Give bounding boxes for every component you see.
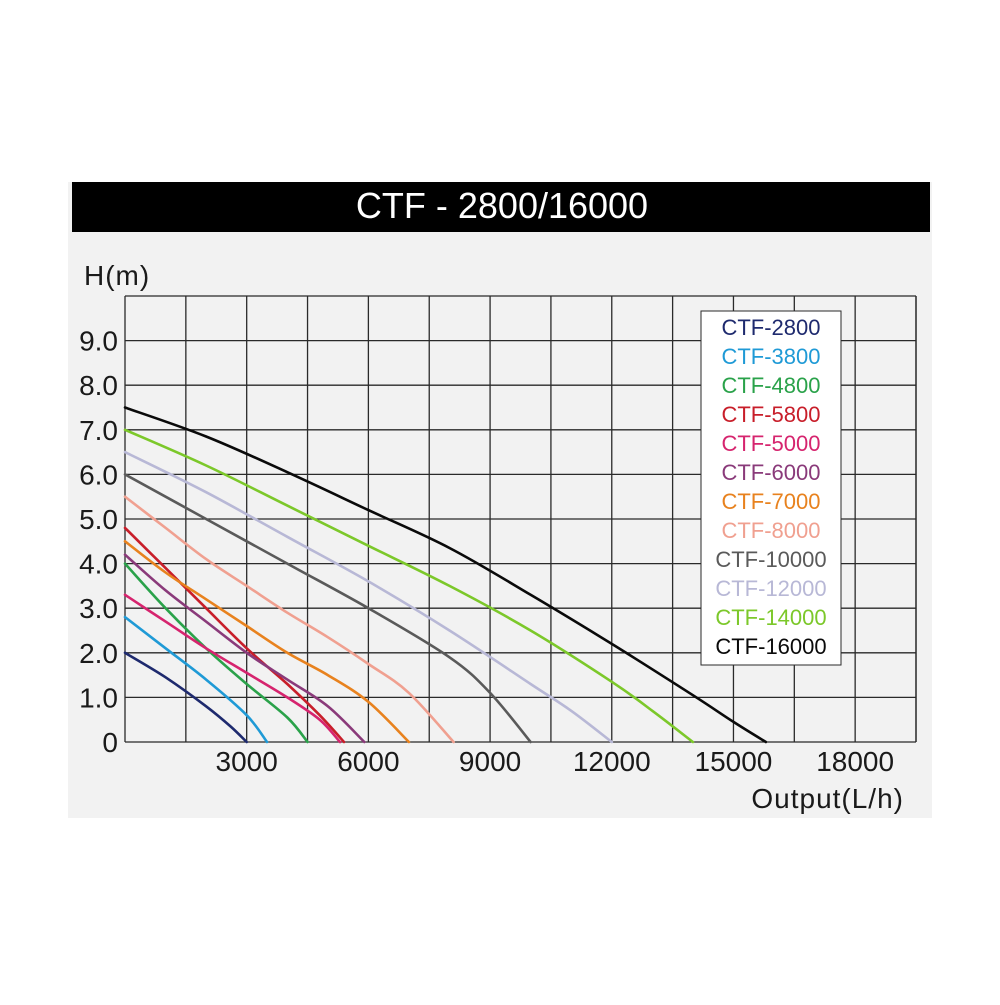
chart-title: CTF - 2800/16000 (356, 185, 648, 226)
series-line-ctf-5000 (123, 593, 342, 744)
y-tick-label: 2.0 (79, 638, 118, 669)
y-tick-label: 7.0 (79, 415, 118, 446)
x-axis-title: Output(L/h) (751, 783, 904, 814)
series-line-ctf-14000 (123, 428, 695, 744)
y-tick-label: 5.0 (79, 504, 118, 535)
legend-entry-ctf-3800: CTF-3800 (721, 344, 820, 369)
legend-entry-ctf-10000: CTF-10000 (715, 547, 826, 572)
y-tick-label: 8.0 (79, 370, 118, 401)
series-line-ctf-5800 (123, 526, 346, 744)
legend-entry-ctf-7000: CTF-7000 (721, 489, 820, 514)
y-tick-label: 3.0 (79, 593, 118, 624)
series-line-ctf-7000 (123, 540, 411, 744)
title-bar (72, 182, 930, 232)
legend: CTF-2800 CTF-3800 CTF-4800 CTF-5800 CTF-5000… (700, 310, 842, 666)
series-line-ctf-8000 (123, 495, 455, 744)
x-tick-labels: 3000 6000 9000 12000 15000 18000 (216, 746, 895, 777)
y-tick-label: 1.0 (79, 682, 118, 713)
legend-entry-ctf-4800: CTF-4800 (721, 373, 820, 398)
x-tick-label: 15000 (695, 746, 773, 777)
legend-entry-ctf-14000: CTF-14000 (715, 605, 826, 630)
y-tick-label: 9.0 (79, 326, 118, 357)
legend-entry-ctf-12000: CTF-12000 (715, 576, 826, 601)
legend-entry-ctf-2800: CTF-2800 (721, 315, 820, 340)
series-line-ctf-16000 (123, 406, 768, 744)
y-tick-label: 4.0 (79, 549, 118, 580)
legend-entry-ctf-5800: CTF-5800 (721, 402, 820, 427)
x-tick-label: 3000 (216, 746, 278, 777)
x-tick-label: 12000 (573, 746, 651, 777)
series-line-ctf-12000 (123, 450, 614, 744)
legend-entry-ctf-6000: CTF-6000 (721, 460, 820, 485)
y-tick-labels: 0 1.0 2.0 3.0 4.0 5.0 6.0 7.0 8.0 9.0 (79, 326, 118, 758)
legend-entry-ctf-8000: CTF-8000 (721, 518, 820, 543)
series-line-ctf-2800 (123, 651, 248, 744)
legend-entry-ctf-5000: CTF-5000 (721, 431, 820, 456)
y-axis-title: H(m) (84, 260, 150, 291)
series-line-ctf-4800 (123, 562, 309, 744)
x-tick-label: 6000 (337, 746, 399, 777)
series-line-ctf-6000 (123, 553, 366, 744)
legend-box (700, 310, 842, 666)
y-tick-label: 0 (102, 727, 118, 758)
series-line-ctf-3800 (123, 615, 269, 744)
x-tick-label: 18000 (816, 746, 894, 777)
pump-curves (123, 406, 768, 744)
y-tick-label: 6.0 (79, 459, 118, 490)
series-line-ctf-10000 (123, 473, 532, 744)
legend-entry-ctf-16000: CTF-16000 (715, 634, 826, 659)
x-tick-label: 9000 (459, 746, 521, 777)
